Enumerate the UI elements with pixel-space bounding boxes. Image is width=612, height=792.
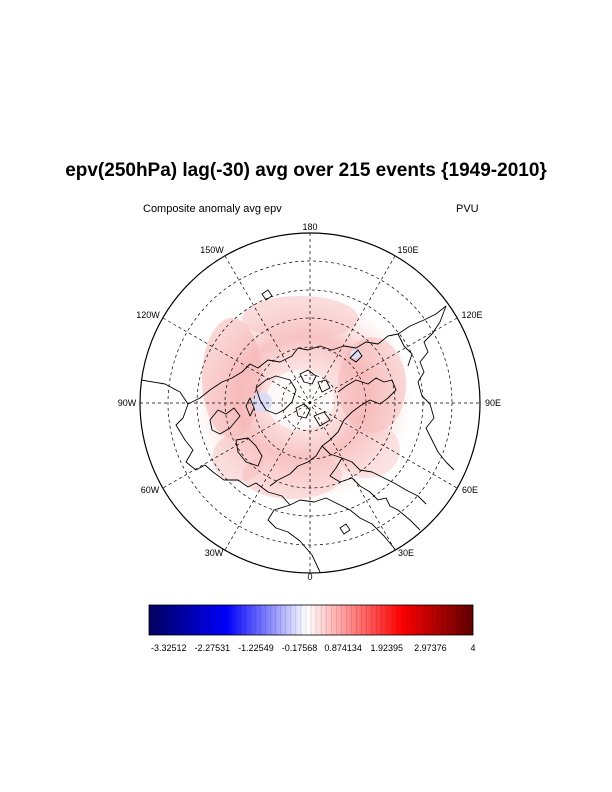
lon-label-30e: 30E [398, 548, 414, 558]
lon-label-0: 0 [307, 572, 312, 582]
colorbar-ticks [153, 605, 469, 635]
colorbar-label: 1.92395 [370, 643, 403, 653]
colorbar-label: 2.97376 [414, 643, 447, 653]
colorbar-gradient [148, 604, 474, 636]
lon-label-90w: 90W [118, 398, 137, 408]
lon-label-120w: 120W [136, 310, 160, 320]
colorbar-label: 0.874134 [324, 643, 362, 653]
lon-label-180: 180 [302, 222, 317, 232]
lon-label-90e: 90E [485, 398, 501, 408]
longitude-grid [140, 233, 480, 573]
plot-title: epv(250hPa) lag(-30) avg over 215 events… [65, 160, 547, 181]
lon-label-150w: 150W [200, 245, 224, 255]
subtitle-left: Composite anomaly avg epv [143, 203, 282, 215]
globe-outline [139, 232, 481, 574]
lon-label-30w: 30W [205, 548, 224, 558]
longitude-labels: 180 150W 150E 120W 120E 90W 90E 60W 60E … [118, 222, 501, 582]
coastlines [140, 289, 455, 573]
colorbar-label: -0.17568 [282, 643, 318, 653]
lon-label-120e: 120E [461, 310, 482, 320]
colorbar-labels: -3.32512 -2.27531 -1.22549 -0.17568 0.874134… [151, 643, 476, 653]
lon-label-60e: 60E [462, 485, 478, 495]
colorbar-label: -3.32512 [151, 643, 187, 653]
colorbar-label: 4 [470, 643, 475, 653]
colorbar-label: -2.27531 [195, 643, 231, 653]
lon-label-60w: 60W [141, 485, 160, 495]
colorbar: -3.32512 -2.27531 -1.22549 -0.17568 0.874134… [148, 604, 476, 653]
colorbar-label: -1.22549 [238, 643, 274, 653]
lon-label-150e: 150E [397, 245, 418, 255]
anomaly-shading [185, 286, 421, 510]
units-label: PVU [456, 203, 479, 215]
